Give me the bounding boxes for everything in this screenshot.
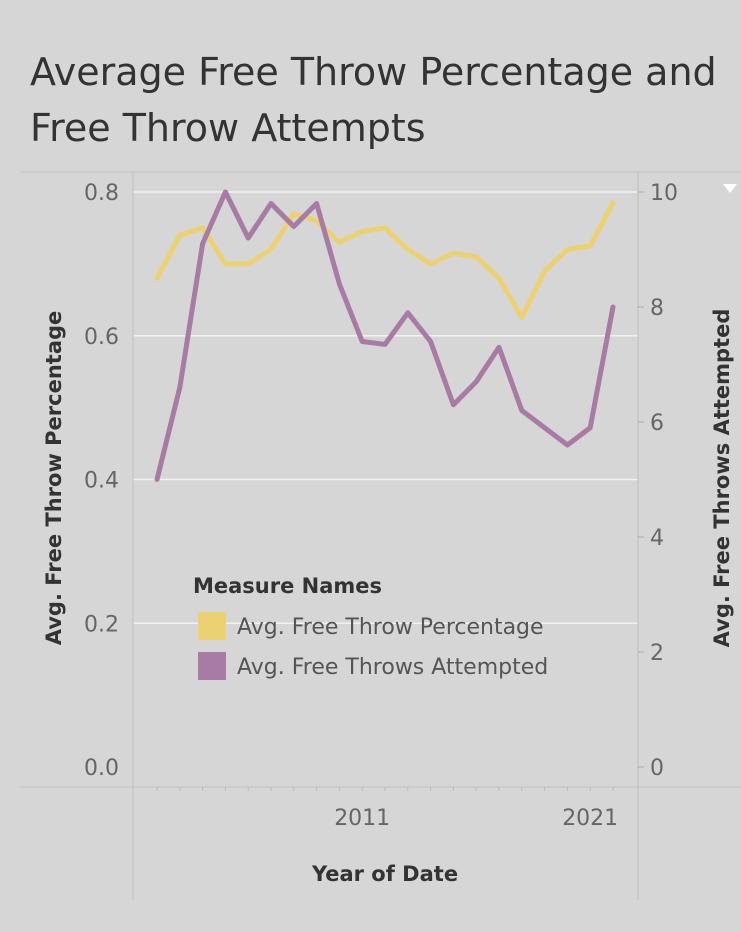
x-axis-tick-label: 2021 <box>562 806 618 831</box>
chart-menu-caret-icon[interactable] <box>723 184 737 193</box>
left-axis-title: Avg. Free Throw Percentage <box>42 311 66 646</box>
left-axis-tick-label: 0.2 <box>84 612 119 637</box>
right-axis-tick-label: 8 <box>650 296 664 321</box>
right-axis-tick-label: 4 <box>650 526 664 551</box>
legend-swatch[interactable] <box>198 652 226 680</box>
legend: Measure Names Avg. Free Throw Percentage A… <box>193 574 548 680</box>
legend-item-label[interactable]: Avg. Free Throw Percentage <box>237 615 544 640</box>
left-axis-tick-label: 0.8 <box>84 181 119 206</box>
legend-item-label[interactable]: Avg. Free Throws Attempted <box>237 655 548 680</box>
left-axis-tick-label: 0.6 <box>84 325 119 350</box>
series-line-free-throw-percentage <box>154 200 616 321</box>
left-axis-tick-label: 0.0 <box>84 756 119 781</box>
x-axis-title: Year of Date <box>311 862 458 886</box>
right-axis-tick-label: 6 <box>650 411 664 436</box>
legend-swatch[interactable] <box>198 612 226 640</box>
right-axis-title: Avg. Free Throws Attempted <box>710 309 734 648</box>
series-lines <box>154 189 616 482</box>
chart-title: Average Free Throw Percentage and Free T… <box>30 50 717 150</box>
legend-title: Measure Names <box>193 574 382 598</box>
x-axis-tick-label: 2011 <box>334 806 390 831</box>
right-axis-tick-label: 0 <box>650 756 664 781</box>
left-axis-tick-label: 0.4 <box>84 469 119 494</box>
right-axis-tick-label: 10 <box>650 181 678 206</box>
axes: 0.0 0.2 0.4 0.6 0.8 0 2 4 6 8 10 2011 2021 Year of Da… <box>20 171 741 900</box>
right-axis-tick-label: 2 <box>650 641 664 666</box>
